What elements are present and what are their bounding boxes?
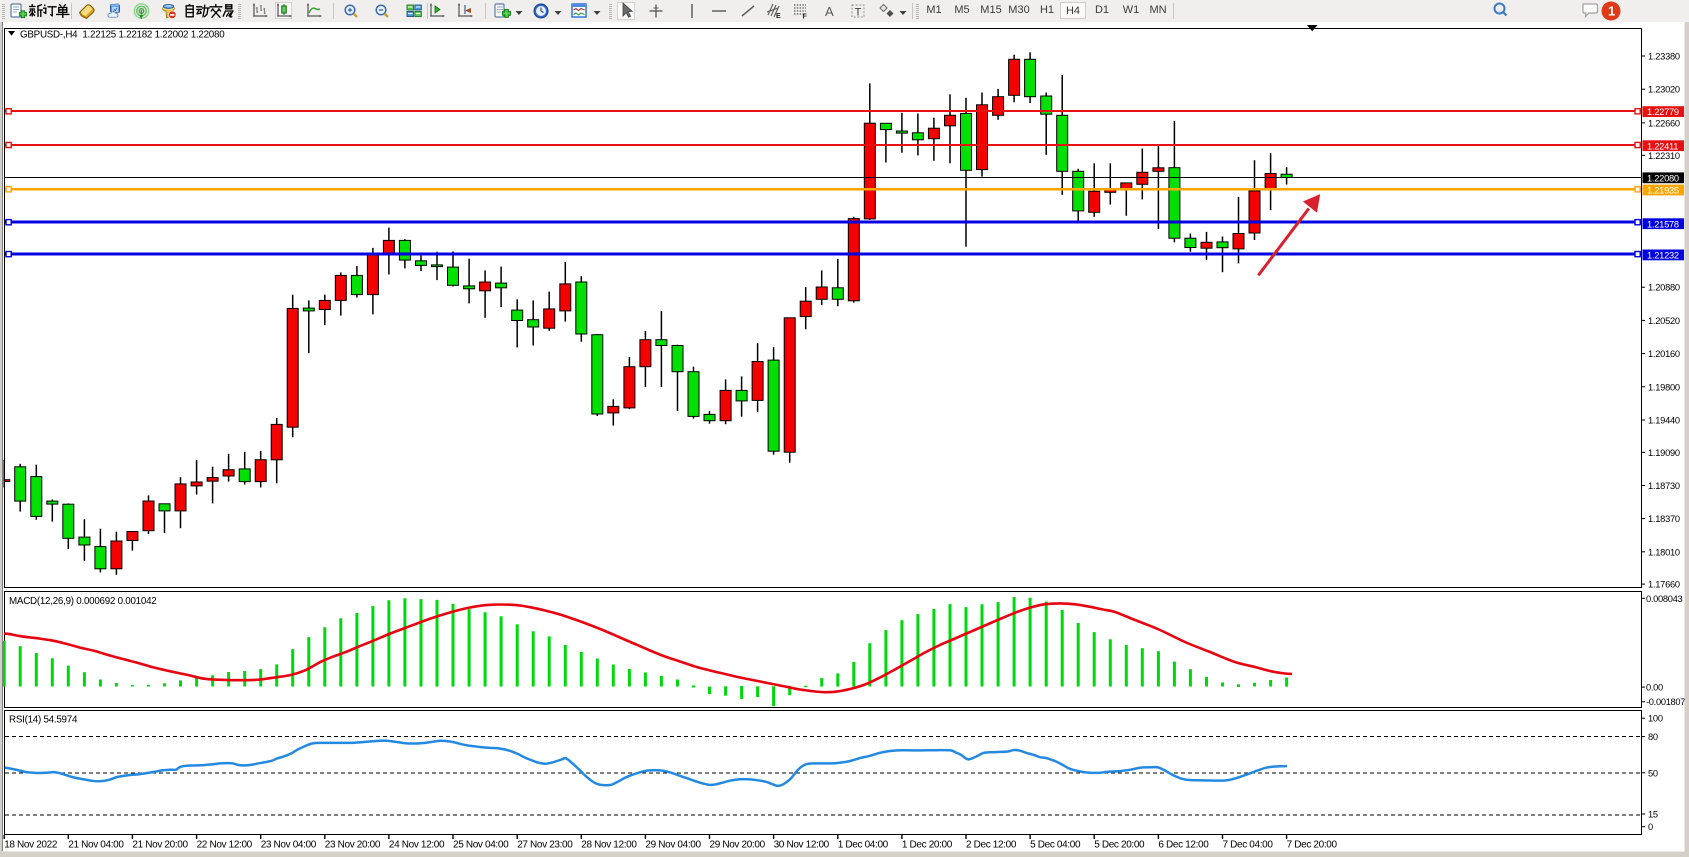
svg-text:1 Dec 04:00: 1 Dec 04:00 <box>838 840 889 851</box>
svg-text:MACD(12,26,9) 0.000692 0.00104: MACD(12,26,9) 0.000692 0.001042 <box>9 596 156 607</box>
svg-text:100: 100 <box>1648 714 1663 724</box>
svg-text:1.18010: 1.18010 <box>1648 547 1680 557</box>
svg-text:1: 1 <box>1608 4 1615 19</box>
svg-text:1.21578: 1.21578 <box>1647 219 1679 229</box>
svg-text:T: T <box>855 7 862 19</box>
svg-text:29 Nov 04:00: 29 Nov 04:00 <box>645 840 701 851</box>
svg-text:1.21232: 1.21232 <box>1647 251 1679 261</box>
svg-text:1 Dec 20:00: 1 Dec 20:00 <box>902 840 953 851</box>
svg-text:1.23380: 1.23380 <box>1648 52 1680 62</box>
svg-text:5 Dec 20:00: 5 Dec 20:00 <box>1094 840 1145 851</box>
svg-text:1.22080: 1.22080 <box>1647 173 1679 183</box>
svg-text:30 Nov 12:00: 30 Nov 12:00 <box>774 840 830 851</box>
svg-text:1.20520: 1.20520 <box>1648 316 1680 326</box>
svg-text:23 Nov 20:00: 23 Nov 20:00 <box>325 840 381 851</box>
svg-text:80: 80 <box>1648 732 1658 742</box>
svg-text:RSI(14) 54.5974: RSI(14) 54.5974 <box>9 715 78 726</box>
svg-text:25 Nov 04:00: 25 Nov 04:00 <box>453 840 509 851</box>
svg-text:1.22660: 1.22660 <box>1648 118 1680 128</box>
svg-text:5 Dec 04:00: 5 Dec 04:00 <box>1030 840 1081 851</box>
svg-text:0.00: 0.00 <box>1646 683 1663 693</box>
svg-text:1.19440: 1.19440 <box>1648 416 1680 426</box>
svg-text:1.21935: 1.21935 <box>1647 186 1679 196</box>
svg-text:1.19800: 1.19800 <box>1648 382 1680 392</box>
svg-text:-0.001807: -0.001807 <box>1646 697 1685 707</box>
svg-text:24 Nov 12:00: 24 Nov 12:00 <box>389 840 445 851</box>
svg-text:21 Nov 20:00: 21 Nov 20:00 <box>132 840 188 851</box>
svg-text:28 Nov 12:00: 28 Nov 12:00 <box>581 840 637 851</box>
svg-text:15: 15 <box>1648 810 1658 820</box>
svg-text:0.008043: 0.008043 <box>1646 594 1683 604</box>
svg-text:1.22411: 1.22411 <box>1647 141 1678 151</box>
svg-text:1.19090: 1.19090 <box>1648 448 1680 458</box>
svg-text:1.22310: 1.22310 <box>1648 151 1680 161</box>
svg-text:6 Dec 12:00: 6 Dec 12:00 <box>1158 840 1209 851</box>
svg-text:E: E <box>776 13 781 19</box>
svg-text:1.23020: 1.23020 <box>1648 85 1680 95</box>
svg-text:29 Nov 20:00: 29 Nov 20:00 <box>710 840 766 851</box>
svg-text:7 Dec 04:00: 7 Dec 04:00 <box>1223 840 1274 851</box>
svg-text:2 Dec 12:00: 2 Dec 12:00 <box>966 840 1017 851</box>
svg-text:18 Nov 2022: 18 Nov 2022 <box>4 840 58 851</box>
svg-text:1.20880: 1.20880 <box>1648 283 1680 293</box>
svg-text:0: 0 <box>1648 822 1653 832</box>
svg-text:1.22779: 1.22779 <box>1647 107 1679 117</box>
svg-text:1.17660: 1.17660 <box>1648 580 1680 590</box>
svg-text:7 Dec 20:00: 7 Dec 20:00 <box>1287 840 1338 851</box>
svg-text:23 Nov 04:00: 23 Nov 04:00 <box>261 840 317 851</box>
svg-text:50: 50 <box>1648 768 1658 778</box>
svg-text:21 Nov 04:00: 21 Nov 04:00 <box>68 840 124 851</box>
svg-text:GBPUSD-,H4 1.22125 1.22182 1.: GBPUSD-,H4 1.22125 1.22182 1.22002 1.220… <box>20 30 225 41</box>
svg-text:1.20160: 1.20160 <box>1648 349 1680 359</box>
svg-text:F: F <box>803 14 808 20</box>
svg-text:22 Nov 12:00: 22 Nov 12:00 <box>197 840 253 851</box>
svg-text:27 Nov 23:00: 27 Nov 23:00 <box>517 840 573 851</box>
svg-text:1.18370: 1.18370 <box>1648 514 1680 524</box>
svg-text:1.18730: 1.18730 <box>1648 481 1680 491</box>
svg-text:A: A <box>825 4 834 19</box>
